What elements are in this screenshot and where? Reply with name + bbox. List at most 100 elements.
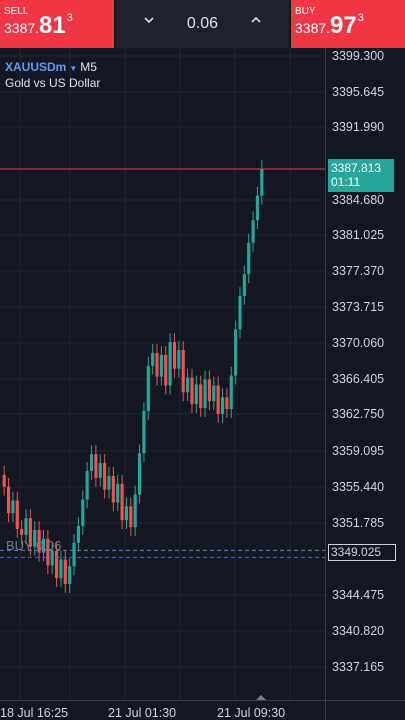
- candle-body: [225, 397, 229, 410]
- candle-body: [251, 220, 255, 243]
- trade-bar: SELL 3387.813 0.06 BUY 3387.973: [0, 0, 405, 48]
- candle-body: [20, 528, 24, 535]
- candle-body: [194, 384, 198, 405]
- candle-body: [37, 529, 41, 553]
- price-axis-label: 3344.475: [332, 588, 385, 602]
- symbol-description: Gold vs US Dollar: [5, 76, 101, 90]
- price-axis-label: 3395.645: [332, 85, 385, 99]
- candle-body: [76, 526, 80, 543]
- candle-body: [107, 475, 111, 490]
- candle-body: [24, 518, 28, 535]
- price-axis-label: 3377.370: [332, 264, 385, 278]
- current-price-badge: 3387.813 01:11: [328, 159, 394, 192]
- price-axis-label: 3370.060: [332, 336, 385, 350]
- candle-body: [247, 242, 251, 275]
- candle-body: [85, 470, 89, 500]
- sell-price: 3387.813: [4, 12, 73, 39]
- candle-body: [133, 494, 137, 528]
- candle-body: [216, 385, 220, 414]
- position-price-badge: 3349.025: [328, 544, 396, 561]
- candle-body: [238, 295, 242, 330]
- candle-body: [199, 384, 203, 409]
- sell-button[interactable]: SELL 3387.813: [0, 0, 114, 48]
- candle-body: [46, 538, 50, 566]
- candle-body: [220, 397, 225, 414]
- candle-body: [207, 379, 211, 402]
- symbol-header[interactable]: XAUUSDm ▼ M5: [5, 60, 97, 74]
- price-axis-label: 3337.165: [332, 660, 385, 674]
- price-axis-label: 3340.820: [332, 624, 385, 638]
- price-chart[interactable]: [0, 48, 405, 720]
- sell-label: SELL: [4, 6, 29, 17]
- chart-canvas[interactable]: [0, 48, 405, 720]
- time-axis-label: 21 Jul 01:30: [108, 706, 177, 720]
- candle-body: [55, 550, 59, 579]
- candle-body: [181, 350, 185, 393]
- candle-body: [94, 454, 98, 478]
- candle-body: [103, 463, 107, 490]
- price-axis-label: 3391.990: [332, 120, 385, 134]
- price-axis-label: 3381.025: [332, 228, 385, 242]
- candle-body: [151, 352, 155, 366]
- candle-body: [146, 365, 150, 411]
- candle-body: [28, 518, 32, 547]
- candle-body: [11, 500, 15, 514]
- buy-price: 3387.973: [295, 12, 364, 39]
- candle-body: [41, 538, 46, 553]
- price-axis-label: 3362.750: [332, 407, 385, 421]
- time-axis-label: 21 Jul 09:30: [217, 706, 286, 720]
- price-axis-label: 3384.680: [332, 193, 385, 207]
- candle-body: [177, 350, 181, 369]
- candle-body: [255, 195, 260, 221]
- candle-body: [168, 342, 172, 386]
- candle-body: [33, 529, 37, 547]
- candle-body: [98, 463, 102, 478]
- candle-body: [260, 169, 264, 196]
- lot-size-value[interactable]: 0.06: [186, 15, 219, 32]
- candle-body: [50, 550, 54, 566]
- candle-body: [203, 379, 207, 409]
- dropdown-triangle-icon[interactable]: ▼: [69, 64, 78, 73]
- scroll-marker-icon: [256, 695, 266, 700]
- candle-body: [6, 486, 11, 514]
- candle-body: [137, 453, 142, 495]
- candle-body: [159, 354, 163, 377]
- price-axis-label: 3373.715: [332, 300, 385, 314]
- position-label[interactable]: BUY 0.06: [6, 538, 62, 553]
- candle-body: [234, 329, 238, 376]
- price-axis-label: 3351.785: [332, 516, 385, 530]
- candle-body: [68, 566, 72, 585]
- candle-body: [63, 559, 67, 585]
- candle-body: [59, 559, 63, 579]
- candle-body: [186, 377, 190, 393]
- candle-body: [190, 377, 194, 405]
- candle-countdown: 01:11: [331, 175, 361, 189]
- price-axis-label: 3399.300: [332, 49, 385, 63]
- price-axis-label: 3355.440: [332, 480, 385, 494]
- symbol-ticker[interactable]: XAUUSDm: [5, 60, 67, 74]
- candle-body: [212, 385, 216, 402]
- timeframe-label[interactable]: M5: [80, 60, 97, 74]
- candle-body: [2, 474, 6, 487]
- candle-body: [172, 342, 177, 369]
- chevron-down-icon[interactable]: [138, 12, 160, 34]
- price-axis-label: 3366.405: [332, 372, 385, 386]
- chevron-up-icon[interactable]: [245, 12, 267, 34]
- candle-body: [142, 410, 146, 454]
- price-axis-label: 3359.095: [332, 444, 385, 458]
- candle-body: [111, 475, 115, 503]
- lot-size-control: 0.06: [116, 0, 289, 48]
- candle-body: [164, 354, 168, 386]
- buy-label: BUY: [295, 6, 316, 17]
- candle-body: [124, 506, 129, 521]
- candle-body: [229, 375, 233, 410]
- candle-body: [129, 506, 133, 528]
- current-price-value: 3387.813: [331, 161, 382, 175]
- candle-body: [116, 483, 120, 503]
- candle-body: [242, 274, 246, 296]
- candle-body: [89, 454, 94, 471]
- buy-button[interactable]: BUY 3387.973: [291, 0, 405, 48]
- candle-body: [72, 542, 76, 567]
- time-axis-label: 18 Jul 16:25: [0, 706, 69, 720]
- candle-body: [155, 352, 159, 377]
